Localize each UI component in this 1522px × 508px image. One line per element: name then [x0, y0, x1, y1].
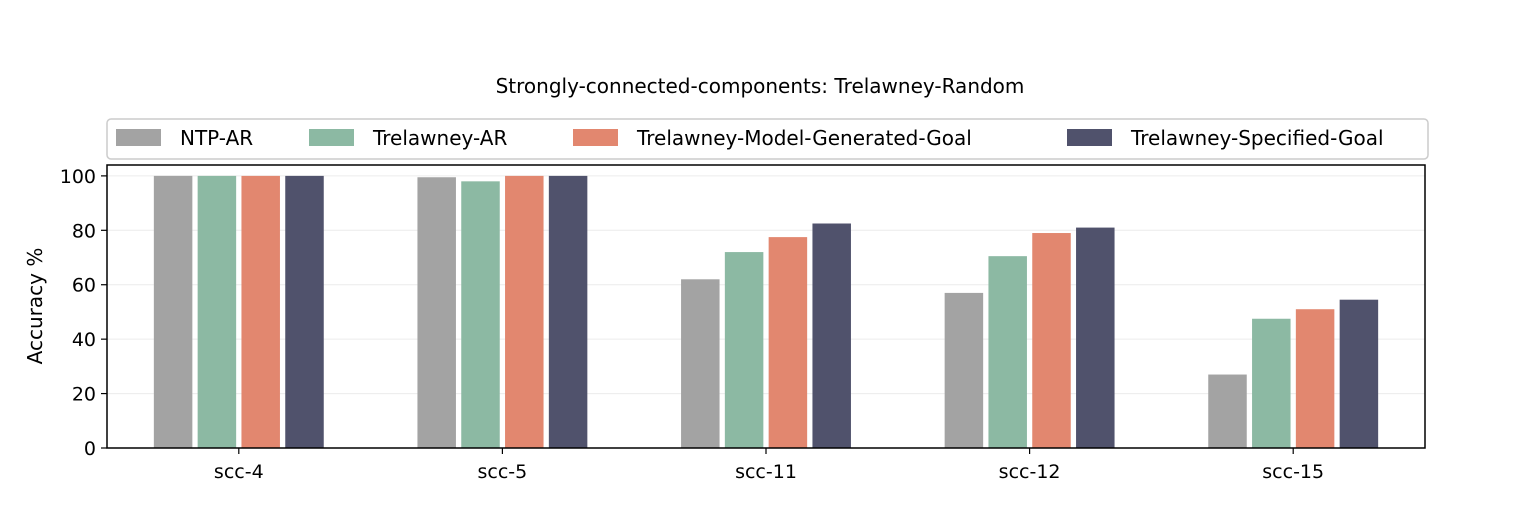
y-tick-label: 60: [72, 275, 96, 297]
bars: [153, 175, 1379, 449]
x-tick-label: scc-12: [999, 461, 1061, 483]
bar-ntp-ar-scc-11: [681, 279, 720, 448]
x-tick-label: scc-4: [214, 461, 264, 483]
plot-area: 0 20 40 60 80 100 scc-4 scc-5 scc-11 scc-12 scc-1…: [60, 164, 1426, 483]
y-tick-label: 40: [72, 329, 96, 351]
y-tick-label: 80: [72, 220, 96, 242]
bar-trelawney-specified-goal-scc-12: [1076, 227, 1115, 448]
bar-trelawney-ar-scc-5: [461, 181, 500, 449]
x-tick-label: scc-15: [1262, 461, 1324, 483]
bar-trelawney-specified-goal-scc-5: [548, 175, 588, 448]
y-tick-label: 100: [60, 166, 96, 188]
x-tick-label: scc-11: [735, 461, 797, 483]
legend-swatch-trelawney-ar: [309, 129, 354, 146]
y-axis: 0 20 40 60 80 100: [60, 166, 107, 460]
bar-ntp-ar-scc-12: [944, 292, 984, 448]
bar-trelawney-specified-goal-scc-15: [1339, 299, 1379, 448]
bar-trelawney-model-generated-goal-scc-11: [768, 237, 808, 448]
bar-trelawney-ar-scc-4: [197, 175, 237, 448]
y-tick-label: 20: [72, 384, 96, 406]
bar-trelawney-ar-scc-12: [988, 256, 1027, 448]
x-axis: scc-4 scc-5 scc-11 scc-12 scc-15: [214, 448, 1324, 483]
bar-trelawney-model-generated-goal-scc-5: [505, 175, 544, 448]
legend: NTP-AR Trelawney-AR Trelawney-Model-Genera…: [106, 118, 1429, 160]
chart-title: Strongly-connected-components: Trelawney…: [496, 74, 1025, 98]
legend-label: Trelawney-AR: [372, 126, 507, 150]
bar-trelawney-ar-scc-15: [1252, 318, 1291, 448]
legend-swatch-trelawney-model-generated-goal: [573, 129, 618, 146]
bar-trelawney-specified-goal-scc-4: [285, 175, 324, 448]
x-tick-label: scc-5: [478, 461, 528, 483]
bar-trelawney-model-generated-goal-scc-12: [1032, 233, 1071, 448]
legend-label: Trelawney-Specified-Goal: [1130, 126, 1384, 150]
legend-swatch-ntp-ar: [116, 129, 161, 146]
bar-trelawney-model-generated-goal-scc-4: [241, 175, 280, 448]
y-tick-label: 0: [84, 438, 96, 460]
legend-label: NTP-AR: [180, 126, 253, 150]
legend-swatch-trelawney-specified-goal: [1067, 129, 1112, 146]
legend-label: Trelawney-Model-Generated-Goal: [636, 126, 972, 150]
bar-ntp-ar-scc-4: [153, 175, 193, 448]
bar-trelawney-specified-goal-scc-11: [812, 223, 851, 448]
y-axis-label: Accuracy %: [23, 248, 47, 365]
bar-ntp-ar-scc-5: [417, 177, 456, 449]
bar-trelawney-ar-scc-11: [724, 252, 764, 448]
bar-trelawney-model-generated-goal-scc-15: [1295, 309, 1335, 448]
bar-ntp-ar-scc-15: [1208, 374, 1247, 448]
